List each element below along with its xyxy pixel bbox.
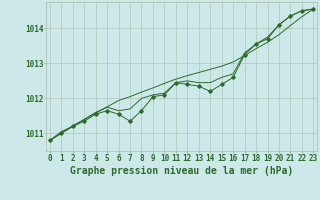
X-axis label: Graphe pression niveau de la mer (hPa): Graphe pression niveau de la mer (hPa) xyxy=(70,166,293,176)
